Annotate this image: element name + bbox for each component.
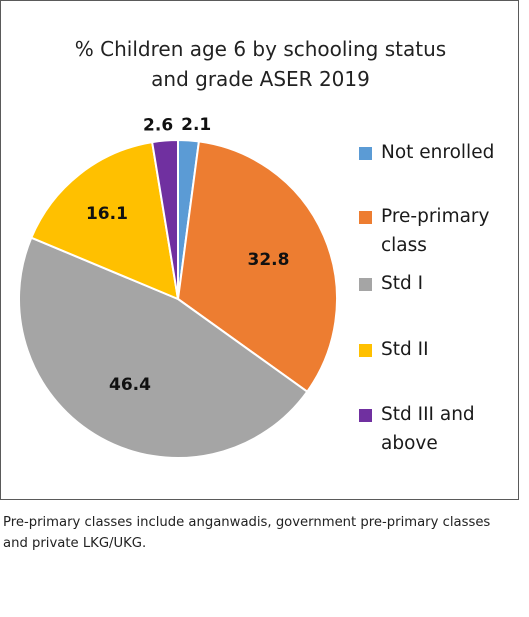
legend-swatch-not-enrolled bbox=[359, 147, 372, 160]
legend-swatch-std-ii bbox=[359, 344, 372, 357]
legend-swatch-std-iii-above bbox=[359, 409, 372, 422]
legend-label-pre-primary: Pre-primary class bbox=[381, 206, 490, 256]
legend-label-std-i: Std I bbox=[381, 273, 424, 294]
legend-item-pre-primary: Pre-primary class bbox=[359, 202, 490, 260]
legend-item-std-ii: Std II bbox=[359, 335, 429, 364]
legend-label-std-iii-above: Std III and above bbox=[381, 404, 475, 454]
legend-item-not-enrolled: Not enrolled bbox=[359, 138, 494, 167]
legend-item-std-i: Std I bbox=[359, 269, 423, 298]
data-label-std-iii-above: 2.6 bbox=[143, 115, 173, 135]
legend-item-std-iii-above: Std III and above bbox=[359, 400, 475, 458]
pie-data-labels: 2.1 32.8 46.4 16.1 2.6 bbox=[86, 115, 289, 395]
pie-slice-std-ii bbox=[29, 140, 180, 301]
legend-label-not-enrolled: Not enrolled bbox=[381, 142, 495, 163]
legend-swatch-pre-primary bbox=[359, 211, 372, 224]
pie-chart: 2.1 32.8 46.4 16.1 2.6 bbox=[18, 115, 338, 459]
chart-title: % Children age 6 by schooling status and… bbox=[74, 37, 447, 91]
data-label-std-i: 46.4 bbox=[109, 375, 151, 395]
footnote: Pre-primary classes include anganwadis, … bbox=[3, 515, 491, 551]
pie-slices bbox=[18, 138, 338, 459]
legend-label-std-ii: Std II bbox=[381, 339, 429, 360]
pie-slice-std-iii-above bbox=[150, 138, 179, 300]
data-label-not-enrolled: 2.1 bbox=[181, 115, 211, 135]
pie-slice-std-i bbox=[18, 236, 309, 459]
legend-swatch-std-i bbox=[359, 278, 372, 291]
chart-frame: % Children age 6 by schooling status and… bbox=[0, 0, 519, 500]
data-label-std-ii: 16.1 bbox=[86, 204, 128, 224]
pie-slice-pre-primary bbox=[176, 140, 338, 394]
data-label-pre-primary: 32.8 bbox=[247, 250, 289, 270]
